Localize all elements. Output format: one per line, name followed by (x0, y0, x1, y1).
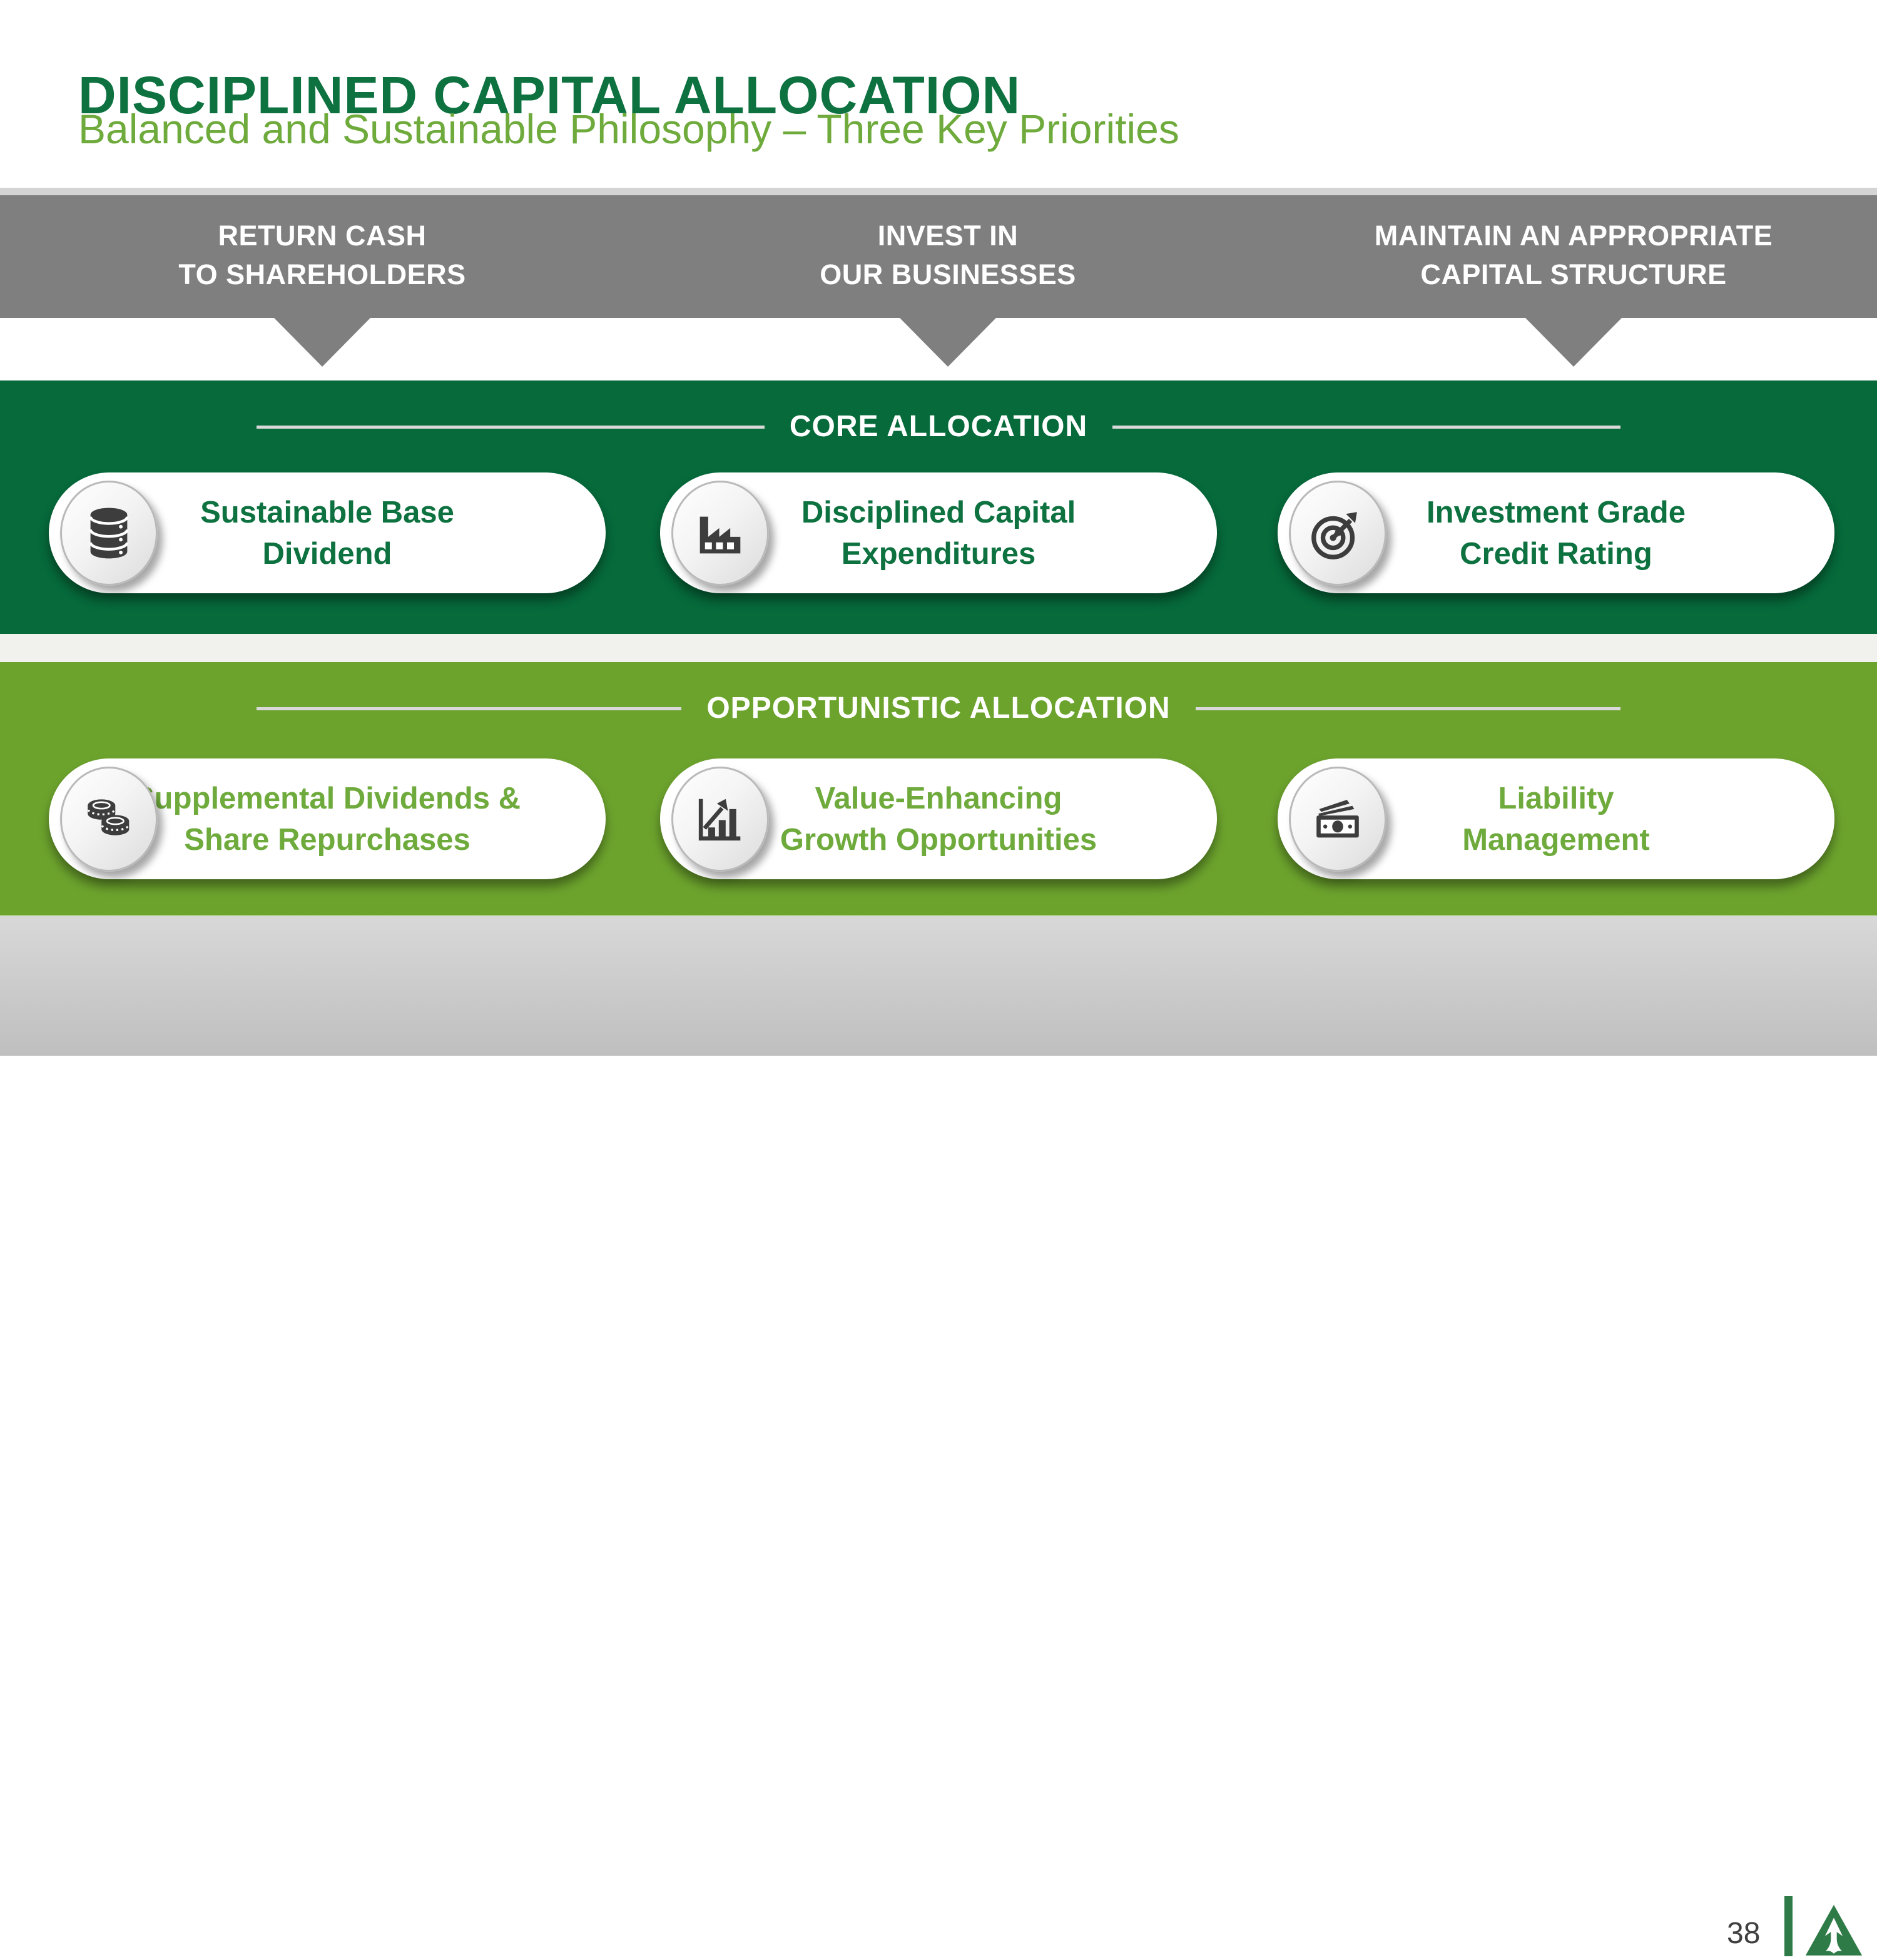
footer-divider-bar (1784, 1896, 1793, 1956)
priority-line: MAINTAIN AN APPROPRIATE (1374, 220, 1773, 252)
priority-line: INVEST IN (877, 220, 1019, 252)
priority-line: OUR BUSINESSES (820, 258, 1076, 290)
priority-line: TO SHAREHOLDERS (178, 258, 466, 290)
card-sustainable-base-dividend: Sustainable Base Dividend (49, 472, 606, 593)
card-label: Disciplined Capital Expenditures (801, 492, 1076, 574)
card-label-line: Value-Enhancing (815, 781, 1062, 815)
coins-icon (60, 766, 158, 872)
card-label: Supplemental Dividends & Share Repurchas… (134, 778, 521, 860)
divider-line (257, 425, 765, 429)
page-number: 38 (1727, 1917, 1761, 1950)
card-label-line: Growth Opportunities (780, 822, 1097, 857)
core-allocation-header: CORE ALLOCATION (257, 409, 1621, 444)
opportunistic-allocation-band: OPPORTUNISTIC ALLOCATION Supplemental Di… (0, 662, 1877, 916)
priority-return-cash: RETURN CASH TO SHAREHOLDERS (9, 217, 635, 294)
card-label-line: Disciplined Capital (801, 495, 1076, 529)
down-arrow-icon (900, 318, 996, 367)
card-supplemental-dividends-share-repurchases: Supplemental Dividends & Share Repurchas… (49, 758, 606, 879)
company-logo-icon (1804, 1904, 1863, 1957)
divider-line (1195, 707, 1620, 710)
card-label-line: Share Repurchases (184, 822, 471, 857)
card-disciplined-capital-expenditures: Disciplined Capital Expenditures (660, 472, 1217, 593)
opportunistic-allocation-title: OPPORTUNISTIC ALLOCATION (706, 692, 1171, 725)
factory-icon (671, 480, 769, 586)
card-label-line: Expenditures (841, 536, 1036, 571)
priorities-banner: RETURN CASH TO SHAREHOLDERS INVEST IN OU… (0, 195, 1877, 318)
band-gap (0, 634, 1877, 662)
down-arrow-icon (274, 318, 370, 367)
priority-line: CAPITAL STRUCTURE (1420, 258, 1727, 290)
card-label-line: Dividend (262, 536, 392, 571)
card-label: Sustainable Base Dividend (200, 492, 454, 574)
card-liability-management: Liability Management (1278, 758, 1834, 879)
page-title: DISCIPLINED CAPITAL ALLOCATION (78, 66, 1021, 125)
card-label-line: Management (1462, 822, 1650, 857)
page-subtitle: Balanced and Sustainable Philosophy – Th… (78, 106, 1179, 152)
card-investment-grade-credit-rating: Investment Grade Credit Rating (1278, 472, 1834, 593)
card-label-line: Supplemental Dividends & (133, 781, 521, 815)
header-divider (0, 188, 1877, 195)
card-value-enhancing-growth-opportunities: Value-Enhancing Growth Opportunities (660, 758, 1217, 879)
card-label: Liability Management (1462, 778, 1650, 860)
banknote-icon (1289, 766, 1386, 872)
opportunistic-allocation-header: OPPORTUNISTIC ALLOCATION (257, 691, 1620, 726)
coin-stack-icon (60, 480, 158, 586)
priority-invest-in-businesses: INVEST IN OUR BUSINESSES (635, 217, 1261, 294)
card-label: Value-Enhancing Growth Opportunities (780, 778, 1097, 860)
down-arrow-icon (1525, 318, 1622, 367)
priority-capital-structure: MAINTAIN AN APPROPRIATE CAPITAL STRUCTUR… (1261, 217, 1877, 294)
divider-line (257, 707, 682, 710)
card-label-line: Investment Grade (1427, 495, 1686, 529)
divider-line (1112, 425, 1621, 429)
card-label-line: Liability (1498, 781, 1614, 815)
core-allocation-title: CORE ALLOCATION (789, 410, 1088, 443)
target-icon (1289, 480, 1386, 586)
core-allocation-band: CORE ALLOCATION Sustainable Base Dividen… (0, 380, 1877, 634)
footer: 38 (0, 916, 1877, 1956)
card-label: Investment Grade Credit Rating (1427, 492, 1686, 574)
priority-line: RETURN CASH (218, 220, 427, 252)
card-label-line: Sustainable Base (200, 495, 454, 529)
growth-chart-icon (671, 766, 769, 872)
slide: DISCIPLINED CAPITAL ALLOCATION Balanced … (0, 66, 1877, 1956)
card-label-line: Credit Rating (1460, 536, 1652, 571)
